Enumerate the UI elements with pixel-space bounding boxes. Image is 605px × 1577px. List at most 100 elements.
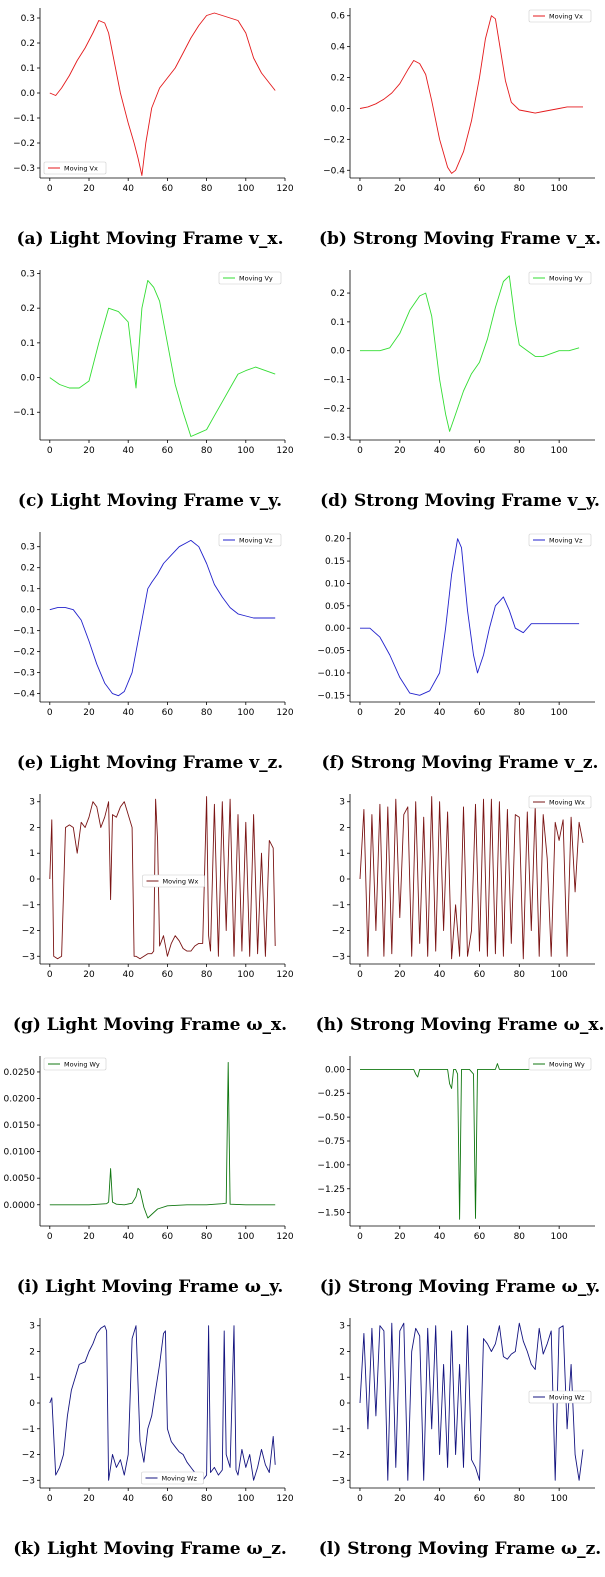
legend-e: Moving Vz <box>218 533 282 547</box>
x-tick-label: 60 <box>474 446 486 456</box>
x-tick-label: 0 <box>357 970 363 980</box>
legend-label: Moving Vx <box>64 164 98 172</box>
x-tick-label: 80 <box>201 1494 213 1504</box>
y-tick-label: 0.0 <box>21 374 36 384</box>
x-tick-label: 0 <box>47 970 53 980</box>
x-tick-label: 0 <box>357 1232 363 1242</box>
y-tick-label: −1.50 <box>317 1209 345 1219</box>
chart-panel-j: 0 20 40 60 80 100 −1.50 −1.25 −1.00 −0.75 −0.50 −0.… <box>310 1048 605 1308</box>
legend-label: Moving Wx <box>549 798 585 806</box>
x-tick-label: 40 <box>434 446 446 456</box>
y-tick-label: 0.1 <box>21 64 35 74</box>
x-tick-label: 80 <box>201 708 213 718</box>
y-tick-label: −0.15 <box>317 691 345 701</box>
x-tick-label: 40 <box>122 708 134 718</box>
chart-caption-g: (g) Light Moving Frame ω_x. <box>12 1015 288 1034</box>
legend-b: Moving Vx <box>528 9 592 23</box>
chart-a: 0 20 40 60 80 100 120 −0.3 −0.2 −0.1 0.0 0.1 0.2 0.3 M… <box>13 8 294 194</box>
y-tick-label: 0.05 <box>325 602 345 612</box>
y-tick-label: 2 <box>29 1347 35 1357</box>
legend-k: Moving Wz <box>141 1471 204 1485</box>
y-tick-label: −2 <box>22 927 35 937</box>
y-tick-label: 0.3 <box>21 14 35 24</box>
x-tick-label: 0 <box>357 708 363 718</box>
series-line-k <box>49 1325 276 1481</box>
series-line-i <box>49 1061 276 1219</box>
x-tick-label: 40 <box>122 1494 134 1504</box>
chart-caption-d: (d) Strong Moving Frame v_y. <box>320 491 600 510</box>
y-tick-label: −0.2 <box>13 139 35 149</box>
x-tick-label: 0 <box>47 1494 53 1504</box>
y-tick-label: 0.6 <box>331 12 346 22</box>
chart-panel-d: 0 20 40 60 80 100 −0.3 −0.2 −0.1 0.0 0.1 0.2 Moving … <box>310 262 605 522</box>
chart-caption-l: (l) Strong Moving Frame ω_z. <box>318 1539 602 1558</box>
legend-box <box>528 9 592 23</box>
x-tick-label: 120 <box>276 1494 293 1504</box>
legend-label: Moving Wy <box>549 1060 585 1068</box>
chart-caption-k: (k) Light Moving Frame ω_z. <box>13 1539 287 1558</box>
legend-box <box>141 1471 204 1485</box>
y-tick-label: 3 <box>29 1322 35 1332</box>
y-tick-label: −0.2 <box>13 648 35 658</box>
series-line-h <box>359 796 584 960</box>
x-tick-label: 20 <box>394 970 406 980</box>
y-tick-label: 0 <box>29 875 35 885</box>
chart-panel-l: 0 20 40 60 80 100 −3 −2 −1 0 1 2 3 Moving Wz (l) Stron… <box>310 1310 605 1570</box>
x-tick-label: 60 <box>474 184 486 194</box>
y-tick-label: 0.15 <box>325 557 345 567</box>
chart-panel-i: 0 20 40 60 80 100 120 0.0000 0.0050 0.0100 0.0150 0… <box>0 1048 300 1308</box>
legend-label: Moving Vy <box>549 274 583 282</box>
chart-j: 0 20 40 60 80 100 −1.50 −1.25 −1.00 −0.75 −0.50 −0.… <box>317 1056 595 1242</box>
y-tick-label: −0.3 <box>323 433 345 443</box>
x-tick-label: 0 <box>47 708 53 718</box>
y-tick-label: 0.0 <box>331 347 346 357</box>
x-tick-label: 60 <box>474 1232 486 1242</box>
y-tick-label: 0.4 <box>331 43 346 53</box>
legend-label: Moving Vz <box>549 536 583 544</box>
x-tick-label: 120 <box>276 446 293 456</box>
legend-l: Moving Wz <box>528 1390 592 1404</box>
x-tick-label: 20 <box>83 1232 95 1242</box>
chart-panel-a: 0 20 40 60 80 100 120 −0.3 −0.2 −0.1 0.0 0.1 0.2 0.3 M… <box>0 0 300 260</box>
x-tick-label: 20 <box>394 1494 406 1504</box>
chart-caption-c: (c) Light Moving Frame v_y. <box>17 491 283 510</box>
x-tick-label: 80 <box>514 970 526 980</box>
series-line-c <box>49 279 276 437</box>
x-tick-label: 100 <box>551 446 568 456</box>
legend-box <box>218 271 282 285</box>
x-tick-label: 80 <box>201 1232 213 1242</box>
y-tick-label: 0.1 <box>21 339 35 349</box>
x-tick-label: 40 <box>434 708 446 718</box>
y-tick-label: 0.2 <box>21 39 35 49</box>
x-tick-label: 120 <box>276 708 293 718</box>
y-tick-label: 0 <box>339 1399 345 1409</box>
y-tick-label: 0.2 <box>331 74 345 84</box>
chart-c: 0 20 40 60 80 100 120 −0.1 0.0 0.1 0.2 0.3 Moving Vy <box>13 269 294 456</box>
y-tick-label: 0.3 <box>21 543 35 553</box>
x-tick-label: 60 <box>474 708 486 718</box>
chart-panel-b: 0 20 40 60 80 100 −0.4 −0.2 0.0 0.2 0.4 0.6 Moving V… <box>310 0 605 260</box>
y-tick-label: 1 <box>339 849 345 859</box>
y-tick-label: 0 <box>29 1399 35 1409</box>
y-tick-label: 3 <box>339 1322 345 1332</box>
x-tick-label: 100 <box>237 1232 254 1242</box>
y-tick-label: −1 <box>22 901 35 911</box>
y-tick-label: −1 <box>332 901 345 911</box>
x-tick-label: 100 <box>237 970 254 980</box>
chart-f: 0 20 40 60 80 100 −0.15 −0.10 −0.05 0.00 0.05 0.10 0… <box>317 532 595 718</box>
y-tick-label: 2 <box>339 1347 345 1357</box>
x-tick-label: 60 <box>162 184 174 194</box>
x-tick-label: 100 <box>551 1232 568 1242</box>
series-line-b <box>359 15 583 174</box>
x-tick-label: 0 <box>357 446 363 456</box>
x-tick-label: 0 <box>357 1494 363 1504</box>
y-tick-label: −1 <box>332 1425 345 1435</box>
y-tick-label: −0.3 <box>13 669 35 679</box>
x-tick-label: 0 <box>357 184 363 194</box>
legend-box <box>218 533 282 547</box>
x-tick-label: 80 <box>514 184 526 194</box>
y-tick-label: −0.1 <box>13 627 35 637</box>
y-tick-label: −1 <box>22 1425 35 1435</box>
legend-box <box>528 1057 592 1071</box>
legend-g: Moving Wx <box>142 874 205 888</box>
